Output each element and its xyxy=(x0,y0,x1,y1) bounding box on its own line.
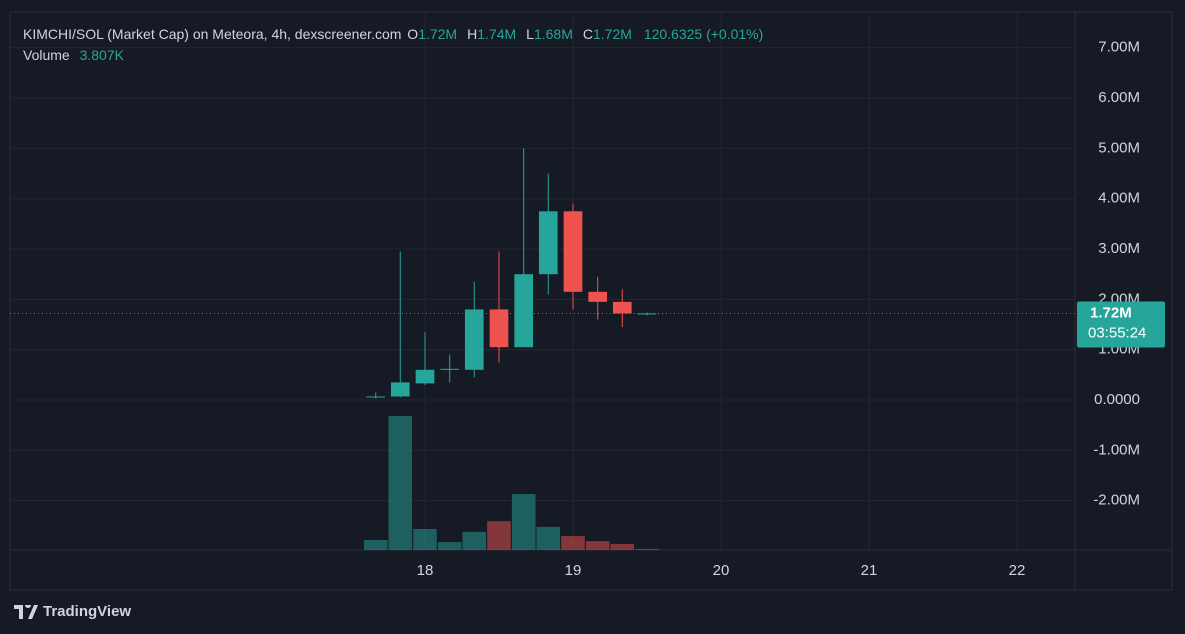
x-tick-label: 19 xyxy=(565,562,582,579)
candle-body xyxy=(440,368,460,370)
volume-bar xyxy=(462,531,487,550)
volume-bar xyxy=(413,528,437,550)
last-price-label: 1.72M xyxy=(1090,304,1132,321)
ohlc-value: 1.72M xyxy=(418,26,458,42)
volume-bar xyxy=(536,526,561,550)
volume-bar xyxy=(610,543,635,550)
y-tick-label: -1.00M xyxy=(1093,441,1140,458)
candle-body xyxy=(464,309,484,370)
ohlc-key: O xyxy=(407,26,419,42)
candle-body xyxy=(514,274,534,348)
y-tick-label: 0.0000 xyxy=(1094,391,1140,408)
countdown: 03:55:24 xyxy=(1088,324,1146,341)
x-tick-label: 18 xyxy=(417,562,434,579)
brand-name: TradingView xyxy=(43,603,132,620)
ohlc-row: KIMCHI/SOL (Market Cap) on Meteora, 4h, … xyxy=(23,24,771,45)
candle-body xyxy=(415,369,435,384)
volume-value: 3.807K xyxy=(79,47,124,63)
ohlc-value: 1.74M xyxy=(477,26,517,42)
ohlc-values: O1.72M H1.74M L1.68M C1.72M xyxy=(405,26,640,42)
y-tick-label: 6.00M xyxy=(1098,89,1140,106)
x-tick-label: 22 xyxy=(1009,562,1026,579)
candle-body xyxy=(612,301,632,314)
last-price-box xyxy=(1077,301,1165,348)
volume-bar xyxy=(635,548,659,550)
volume-bar xyxy=(511,494,536,550)
volume-bar xyxy=(437,542,462,550)
y-tick-label: 7.00M xyxy=(1098,39,1140,56)
x-tick-label: 21 xyxy=(861,562,878,579)
volume-bar xyxy=(363,540,388,550)
volume-bar xyxy=(561,536,585,550)
y-tick-label: 3.00M xyxy=(1098,240,1140,257)
candle-body xyxy=(563,211,583,292)
y-tick-label: -2.00M xyxy=(1093,492,1140,509)
change: 120.6325 (+0.01%) xyxy=(643,26,764,42)
legend: KIMCHI/SOL (Market Cap) on Meteora, 4h, … xyxy=(23,24,771,66)
candle-body xyxy=(390,382,410,397)
volume-bar xyxy=(388,416,413,550)
ohlc-value: 1.72M xyxy=(593,26,632,42)
volume-bar xyxy=(487,521,511,550)
candle-body xyxy=(489,309,509,348)
x-tick-label: 20 xyxy=(713,562,730,579)
y-tick-label: 4.00M xyxy=(1098,190,1140,207)
volume-bar xyxy=(585,541,610,550)
y-tick-label: 5.00M xyxy=(1098,139,1140,156)
ohlc-key: C xyxy=(582,26,593,42)
ohlc-key: H xyxy=(467,26,478,42)
volume-label: Volume xyxy=(23,47,70,63)
candle-body xyxy=(538,211,558,275)
brand-logo xyxy=(14,604,38,619)
chart-title: KIMCHI/SOL (Market Cap) on Meteora, 4h, … xyxy=(23,26,402,42)
ohlc-key: L xyxy=(526,26,534,42)
chart-frame xyxy=(9,11,1173,591)
candle-body xyxy=(588,291,608,302)
volume-row: Volume 3.807K xyxy=(23,45,771,66)
candle-body xyxy=(366,396,386,398)
ohlc-value: 1.68M xyxy=(533,26,573,42)
brand: TradingView xyxy=(14,603,131,620)
